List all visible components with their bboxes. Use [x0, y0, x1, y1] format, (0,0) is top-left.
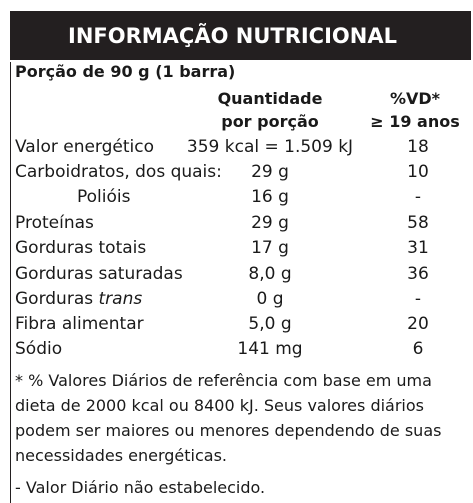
- quantity-column-header: Quantidade por porção: [205, 87, 335, 133]
- nutrient-vd: 20: [407, 314, 429, 334]
- nutrient-quantity: 359 kcal = 1.509 kJ: [186, 137, 354, 157]
- nutrient-label: Fibra alimentar: [15, 314, 144, 334]
- left-border-line: [10, 62, 11, 503]
- nutrient-quantity: 0 g: [256, 289, 284, 309]
- vd-header-line2: ≥ 19 anos: [370, 112, 460, 131]
- portion-size: Porção de 90 g (1 barra): [15, 62, 236, 81]
- nutrient-quantity: 29 g: [251, 213, 289, 233]
- nutrient-label: Valor energético: [15, 137, 155, 157]
- vd-header-line1: %VD*: [389, 89, 441, 108]
- nutrient-vd: 36: [407, 264, 429, 284]
- nutrient-label: Gorduras saturadas: [15, 264, 183, 284]
- nutrient-vd: 6: [412, 339, 424, 359]
- nutrient-row-sodium: Sódio 141 mg 6: [0, 337, 473, 362]
- nutrition-title: INFORMAÇÃO NUTRICIONAL: [68, 23, 397, 48]
- nutrient-label: Sódio: [15, 339, 63, 359]
- nutrient-row-carbs: Carboidratos, dos quais: 29 g 10: [0, 160, 473, 185]
- nutrient-vd: -: [414, 289, 422, 309]
- vd-column-header: %VD* ≥ 19 anos: [355, 87, 473, 133]
- nutrient-row-total-fat: Gorduras totais 17 g 31: [0, 236, 473, 261]
- nutrient-vd: 31: [407, 238, 429, 258]
- nutrient-vd: 10: [407, 162, 429, 182]
- nutrient-row-energy: Valor energético 359 kcal = 1.509 kJ 18: [0, 135, 473, 160]
- nutrient-row-fiber: Fibra alimentar 5,0 g 20: [0, 312, 473, 337]
- nutrient-label: Gorduras totais: [15, 238, 147, 258]
- nutrient-quantity: 141 mg: [237, 339, 303, 359]
- nutrient-quantity: 29 g: [251, 162, 289, 182]
- nutrient-label-italic: trans: [98, 289, 143, 309]
- nutrient-label: Proteínas: [15, 213, 94, 233]
- nutrient-row-polyols: Polióis 16 g -: [0, 185, 473, 210]
- daily-value-footnote: * % Valores Diários de referência com ba…: [15, 371, 442, 465]
- nutrient-vd: -: [414, 187, 422, 207]
- nutrient-quantity: 16 g: [251, 187, 289, 207]
- nutrient-label-prefix: Gorduras: [15, 289, 99, 309]
- nutrient-vd: 18: [407, 137, 429, 157]
- nutrient-label: Carboidratos, dos quais:: [15, 162, 222, 182]
- nutrient-quantity: 8,0 g: [248, 264, 292, 284]
- nutrient-vd: 58: [407, 213, 429, 233]
- nutrition-header: INFORMAÇÃO NUTRICIONAL: [10, 11, 471, 60]
- nutrient-row-trans-fat: Gorduras trans 0 g -: [0, 287, 473, 312]
- nutrient-label: Gorduras trans: [15, 287, 142, 312]
- nutrient-row-saturated-fat: Gorduras saturadas 8,0 g 36: [0, 262, 473, 287]
- quantity-header-line1: Quantidade: [217, 89, 323, 108]
- nutrient-quantity: 17 g: [251, 238, 289, 258]
- nutrient-quantity: 5,0 g: [248, 314, 292, 334]
- not-established-footnote: - Valor Diário não estabelecido.: [15, 478, 266, 497]
- nutrient-row-protein: Proteínas 29 g 58: [0, 211, 473, 236]
- quantity-header-line2: por porção: [221, 112, 319, 131]
- nutrient-label: Polióis: [77, 187, 131, 207]
